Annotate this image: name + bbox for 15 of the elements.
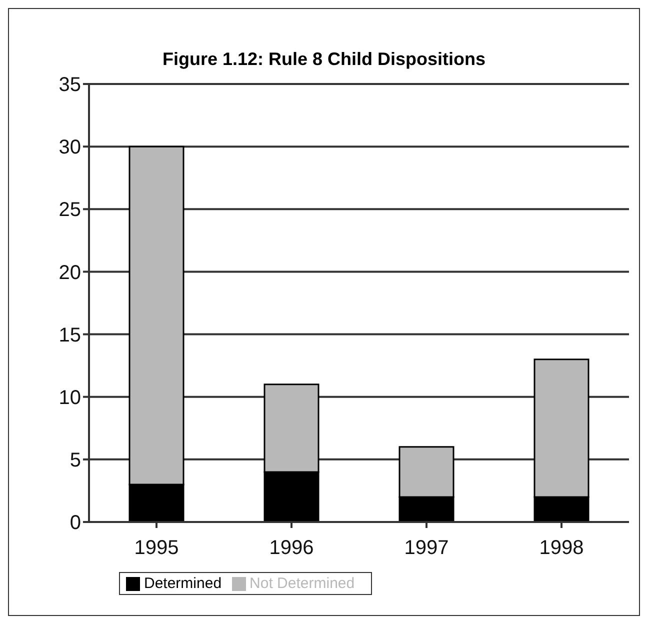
y-tick-label: 5 bbox=[70, 450, 81, 472]
x-tick-label: 1998 bbox=[539, 537, 584, 560]
y-tick-label: 15 bbox=[58, 324, 81, 346]
x-tick-label: 1995 bbox=[134, 537, 179, 560]
chart-title: Figure 1.12: Rule 8 Child Dispositions bbox=[161, 48, 487, 70]
legend-label: Not Determined bbox=[250, 575, 355, 592]
y-tick-label: 30 bbox=[58, 136, 81, 159]
x-tick-label: 1996 bbox=[269, 537, 314, 560]
legend-label: Determined bbox=[144, 575, 222, 592]
y-tick-label: 35 bbox=[58, 74, 81, 96]
y-tick-label: 20 bbox=[58, 262, 81, 284]
x-tick-label: 1997 bbox=[404, 537, 449, 560]
y-tick-label: 0 bbox=[70, 512, 81, 534]
y-tick-label: 25 bbox=[58, 199, 81, 222]
y-tick-label: 10 bbox=[58, 386, 81, 409]
